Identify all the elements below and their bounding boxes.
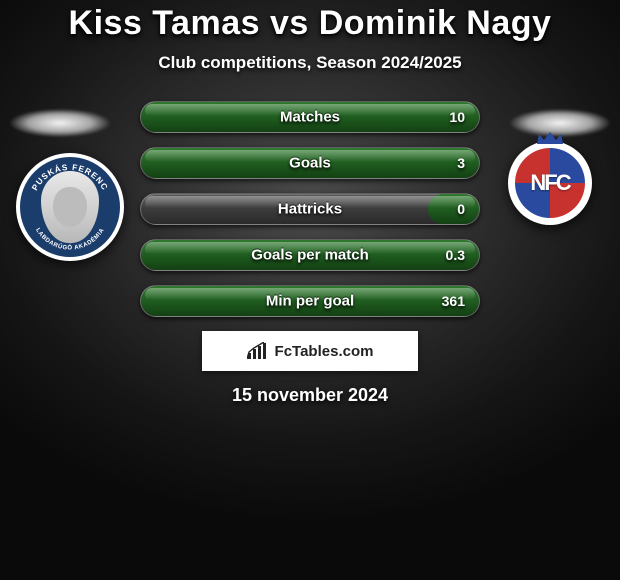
page-title: Kiss Tamas vs Dominik Nagy (0, 4, 620, 43)
stat-label: Matches (141, 109, 479, 126)
quad-circle: NFC (515, 148, 585, 218)
stat-row: Min per goal361 (140, 285, 480, 317)
club-badge-right: NFC (508, 141, 592, 225)
crown-icon (535, 131, 565, 145)
stat-value-right: 0 (457, 201, 465, 217)
stat-row: Hattricks0 (140, 193, 480, 225)
stat-row: Goals3 (140, 147, 480, 179)
bar-chart-icon (247, 342, 269, 360)
stat-rows: Matches10 Goals3 Hattricks0 Goals per match… (140, 101, 480, 317)
stat-row: Goals per match0.3 (140, 239, 480, 271)
stats-area: PUSKÁS FERENC LABDARÚGÓ AKADÉMIA NFC Mat… (0, 101, 620, 406)
attribution-text: FcTables.com (275, 343, 374, 360)
spotlight-left (10, 109, 110, 137)
shield-icon (41, 171, 99, 243)
season-subtitle: Club competitions, Season 2024/2025 (0, 53, 620, 73)
stat-value-right: 10 (449, 109, 465, 125)
stat-label: Goals (141, 155, 479, 172)
stat-row: Matches10 (140, 101, 480, 133)
stat-value-right: 361 (442, 293, 465, 309)
attribution-badge: FcTables.com (202, 331, 418, 371)
club-badge-left: PUSKÁS FERENC LABDARÚGÓ AKADÉMIA (16, 153, 124, 261)
stat-label: Hattricks (141, 201, 479, 218)
stat-label: Min per goal (141, 293, 479, 310)
club-monogram: NFC (515, 148, 585, 218)
date-text: 15 november 2024 (0, 385, 620, 406)
portrait-icon (53, 187, 87, 227)
stat-label: Goals per match (141, 247, 479, 264)
stat-value-right: 0.3 (446, 247, 465, 263)
stat-value-right: 3 (457, 155, 465, 171)
